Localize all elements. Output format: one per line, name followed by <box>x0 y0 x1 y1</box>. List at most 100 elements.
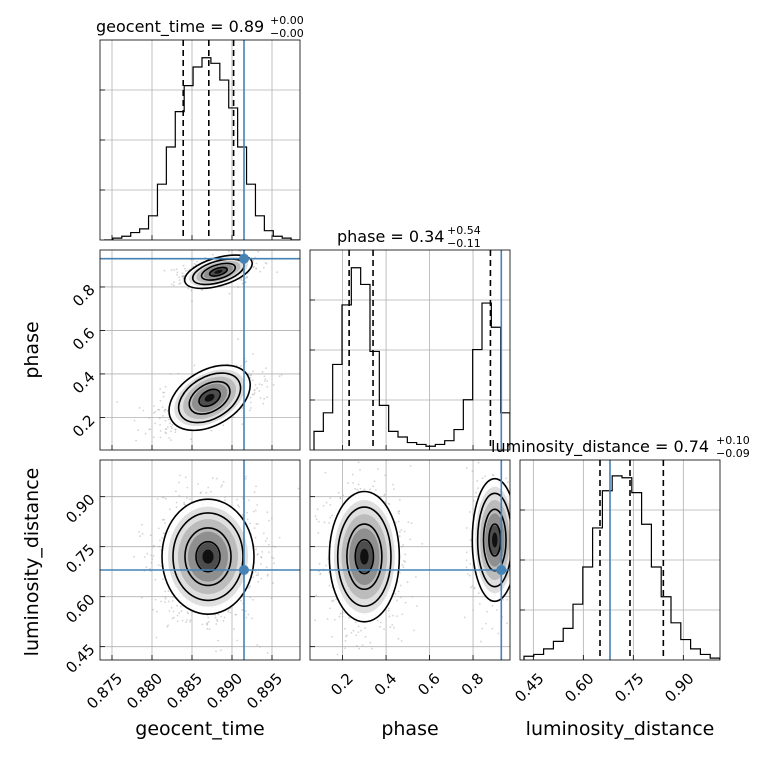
scatter-point <box>252 510 255 513</box>
scatter-point <box>184 476 187 479</box>
scatter-point <box>162 532 165 535</box>
scatter-point <box>278 536 281 539</box>
scatter-point <box>193 364 196 367</box>
scatter-point <box>162 578 164 581</box>
scatter-point <box>215 650 217 653</box>
scatter-point <box>249 522 252 525</box>
scatter-point <box>176 271 179 274</box>
scatter-point <box>193 262 196 265</box>
scatter-point <box>274 546 277 548</box>
scatter-point <box>201 623 204 626</box>
scatter-point <box>478 602 481 605</box>
scatter-point <box>328 521 330 524</box>
scatter-point <box>387 502 390 505</box>
scatter-point <box>252 259 254 262</box>
scatter-point <box>162 496 165 499</box>
scatter-point <box>514 511 516 513</box>
scatter-point <box>175 506 178 508</box>
hist-phase <box>313 250 510 450</box>
scatter-point <box>249 374 252 377</box>
scatter-point <box>415 605 418 607</box>
scatter-point <box>175 268 178 271</box>
scatter-point <box>211 477 214 480</box>
scatter-point <box>396 615 399 617</box>
scatter-point <box>512 566 514 568</box>
scatter-point <box>380 495 382 498</box>
scatter-point <box>148 417 151 419</box>
scatter-point <box>162 415 165 417</box>
scatter-point <box>236 498 238 501</box>
scatter-point <box>156 610 158 613</box>
scatter-point <box>141 523 143 526</box>
scatter-point <box>261 383 263 386</box>
scatter-point <box>333 619 336 621</box>
xtick-geocent-time-3: 0.890 <box>203 670 246 713</box>
scatter-point <box>138 531 140 533</box>
scatter-point <box>165 497 167 500</box>
scatter-point <box>266 385 269 388</box>
scatter-point <box>237 338 240 340</box>
scatter-point <box>471 585 474 587</box>
scatter-point <box>178 276 181 279</box>
scatter-point <box>176 614 179 617</box>
scatter-point <box>352 482 354 484</box>
scatter-point <box>158 545 161 548</box>
scatter-point <box>186 619 188 621</box>
scatter-point <box>171 424 174 426</box>
scatter-point <box>411 595 414 598</box>
scatter-point <box>361 644 364 646</box>
scatter-phase-vs-luminosity-distance-contour-0-0 <box>328 490 401 623</box>
scatter-point <box>301 549 303 551</box>
scatter-point <box>267 543 270 546</box>
scatter-point <box>153 544 155 547</box>
scatter-point <box>164 597 167 600</box>
scatter-point <box>223 496 226 499</box>
scatter-point <box>253 392 256 394</box>
ytick-phase-1: 0.4 <box>69 368 99 398</box>
ytick-phase-0: 0.2 <box>69 411 99 441</box>
scatter-phase-vs-luminosity-distance-truth-point <box>496 565 507 575</box>
scatter-point <box>267 573 269 576</box>
scatter-geocent-time-vs-luminosity-distance-frame <box>99 459 301 661</box>
scatter-point <box>250 401 252 404</box>
scatter-point <box>465 527 468 529</box>
scatter-point <box>324 471 327 474</box>
scatter-point <box>159 430 162 432</box>
scatter-point <box>406 581 409 584</box>
scatter-point <box>176 620 179 623</box>
scatter-point <box>170 269 173 271</box>
scatter-point <box>143 556 146 558</box>
scatter-point <box>505 477 507 480</box>
scatter-point <box>182 264 185 267</box>
scatter-point <box>515 592 517 594</box>
scatter-point <box>244 247 246 249</box>
scatter-point <box>235 364 238 367</box>
scatter-point <box>137 429 140 432</box>
title-phase-minus: −0.11 <box>447 237 481 250</box>
scatter-point <box>154 410 157 413</box>
scatter-point <box>247 372 250 375</box>
scatter-point <box>155 636 158 639</box>
scatter-point <box>524 567 526 569</box>
scatter-point <box>502 598 504 601</box>
scatter-point <box>160 600 163 603</box>
scatter-point <box>210 429 213 432</box>
scatter-point <box>251 393 254 396</box>
scatter-point <box>266 575 269 577</box>
scatter-point <box>223 616 226 619</box>
scatter-point <box>514 562 516 564</box>
scatter-point <box>336 653 339 656</box>
scatter-point <box>398 535 401 538</box>
scatter-point <box>513 579 515 581</box>
scatter-point <box>255 267 258 270</box>
scatter-point <box>473 587 476 590</box>
scatter-point <box>392 614 394 617</box>
scatter-point <box>245 610 247 612</box>
scatter-point <box>262 532 265 535</box>
scatter-point <box>175 501 178 504</box>
scatter-point <box>135 439 138 442</box>
scatter-point <box>184 267 186 270</box>
scatter-point <box>318 562 321 565</box>
scatter-point <box>169 422 171 425</box>
scatter-point <box>475 491 477 494</box>
